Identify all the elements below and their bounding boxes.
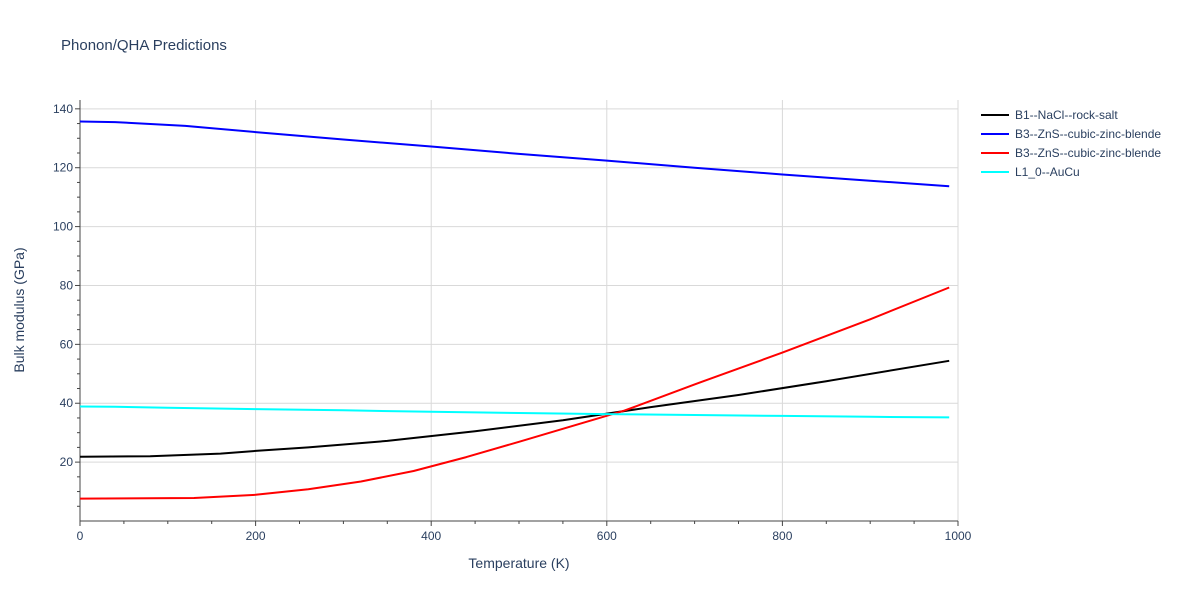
grid-layer	[80, 100, 959, 521]
legend-item-2[interactable]: B3--ZnS--cubic-zinc-blende	[981, 127, 1161, 141]
legend-label: B3--ZnS--cubic-zinc-blende	[1015, 146, 1161, 160]
axes-layer: 0 200 400 600 800 1000 20 40 60 80 100 120 140	[53, 100, 972, 543]
series-line-3	[79, 286, 950, 500]
x-tick-label: 0	[77, 529, 84, 543]
x-tick-label: 600	[597, 529, 617, 543]
y-tick-label: 40	[60, 396, 74, 410]
y-tick-label: 20	[60, 455, 74, 469]
legend-item-3[interactable]: B3--ZnS--cubic-zinc-blende	[981, 146, 1161, 160]
series-line-4	[79, 405, 950, 419]
y-tick-label: 140	[53, 102, 73, 116]
y-tick-label: 60	[60, 337, 74, 351]
y-axis-title: Bulk modulus (GPa)	[11, 247, 27, 372]
y-tick-label: 100	[53, 220, 73, 234]
legend[interactable]: B1--NaCl--rock-salt B3--ZnS--cubic-zinc-b…	[981, 108, 1161, 179]
legend-item-4[interactable]: L1_0--AuCu	[981, 165, 1080, 179]
series-layer	[79, 120, 950, 500]
x-tick-label: 200	[246, 529, 266, 543]
y-tick-label: 120	[53, 161, 73, 175]
y-tick-label: 80	[60, 278, 74, 292]
x-axis-title: Temperature (K)	[468, 555, 569, 571]
legend-label: L1_0--AuCu	[1015, 165, 1080, 179]
series-line-2	[79, 120, 950, 188]
x-tick-label: 800	[772, 529, 792, 543]
legend-label: B3--ZnS--cubic-zinc-blende	[1015, 127, 1161, 141]
chart-title: Phonon/QHA Predictions	[61, 37, 227, 54]
series-line-1	[79, 359, 950, 458]
legend-item-1[interactable]: B1--NaCl--rock-salt	[981, 108, 1118, 122]
x-tick-label: 1000	[945, 529, 972, 543]
legend-label: B1--NaCl--rock-salt	[1015, 108, 1118, 122]
x-tick-label: 400	[421, 529, 441, 543]
